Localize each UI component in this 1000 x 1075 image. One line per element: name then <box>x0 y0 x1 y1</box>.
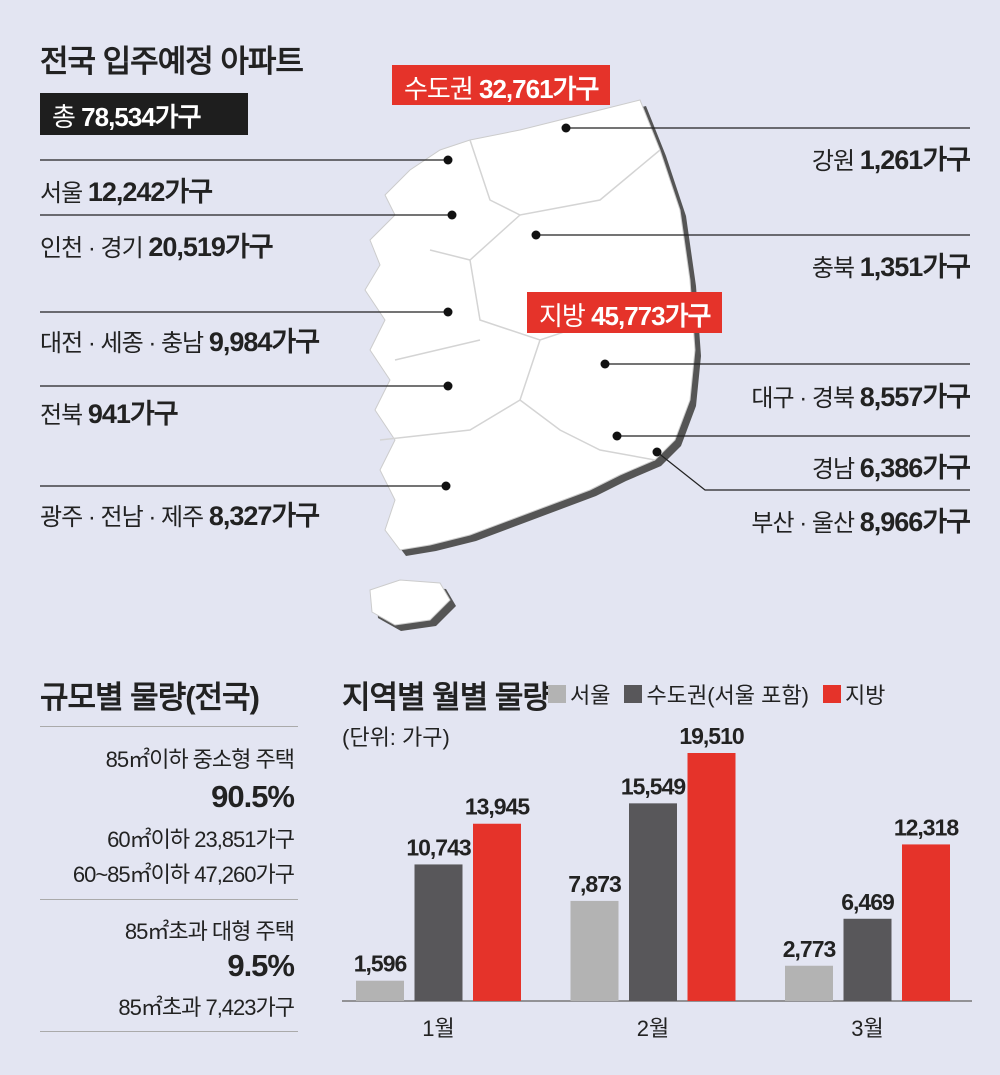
divider <box>40 726 298 727</box>
region-label-gyeongnam: 경남 6,386가구 <box>811 453 971 483</box>
bar <box>843 918 892 1001</box>
legend-label: 서울 <box>570 683 611 708</box>
x-tick-label: 1월 <box>422 1016 454 1041</box>
map-title: 전국 입주예정 아파트 <box>40 44 304 79</box>
data-label: 12,318 <box>894 814 960 840</box>
bar <box>785 965 833 1001</box>
data-label: 10,743 <box>406 834 471 860</box>
large-housing-row: 85㎡초과 7,423가구 <box>118 995 295 1020</box>
data-label: 15,549 <box>621 773 686 799</box>
bar <box>356 980 404 1001</box>
data-label: 1,596 <box>354 951 407 977</box>
legend-label: 수도권(서울 포함) <box>646 683 809 708</box>
large-housing-label: 85㎡초과 대형 주택 <box>124 919 295 944</box>
data-label: 6,469 <box>841 889 894 915</box>
region-label-seoul: 서울 12,242가구 <box>40 177 213 207</box>
chart-title: 지역별 월별 물량 <box>342 680 551 715</box>
legend-label: 지방 <box>844 683 886 708</box>
chart-unit: (단위: 가구) <box>342 725 450 750</box>
bar <box>570 900 619 1001</box>
total-badge: 총 78,534가구 <box>40 93 248 135</box>
legend-swatch-seoul <box>548 685 566 703</box>
data-label: 19,510 <box>679 723 744 749</box>
small-housing-label: 85㎡이하 중소형 주택 <box>105 747 295 772</box>
bar <box>473 823 521 1001</box>
legend-swatch-capital <box>624 685 643 703</box>
x-tick-label: 2월 <box>637 1016 669 1041</box>
large-housing-pct: 9.5% <box>227 948 295 983</box>
region-label-gwangju-jeonnam-jeju: 광주 · 전남 · 제주 8,327가구 <box>40 501 320 531</box>
region-label-chungbuk: 충북 1,351가구 <box>811 252 971 282</box>
data-label: 2,773 <box>783 936 836 962</box>
data-label: 7,873 <box>568 871 621 897</box>
capital-badge: 수도권 32,761가구 <box>392 65 611 105</box>
provinces-badge: 지방 45,773가구 <box>527 292 723 333</box>
bar <box>687 753 736 1001</box>
region-label-busan-ulsan: 부산 · 울산 8,966가구 <box>751 507 971 537</box>
divider <box>40 899 298 900</box>
divider <box>40 1031 298 1032</box>
small-housing-row: 60~85㎡이하 47,260가구 <box>72 862 295 887</box>
region-label-daejeon-sejong-chungnam: 대전 · 세종 · 충남 9,984가구 <box>40 327 320 357</box>
legend-swatch-provinces <box>822 685 841 703</box>
region-label-gangwon: 강원 1,261가구 <box>811 145 971 175</box>
small-housing-row: 60㎡이하 23,851가구 <box>107 827 295 852</box>
seoul-dot <box>443 155 453 165</box>
region-label-jeonbuk: 전북 941가구 <box>40 399 179 429</box>
chart-legend: 서울 수도권(서울 포함) 지방 <box>548 678 885 710</box>
bar <box>629 803 677 1001</box>
bar <box>414 864 463 1001</box>
bar <box>902 844 950 1001</box>
region-label-daegu-gyeongbuk: 대구 · 경북 8,557가구 <box>751 382 971 412</box>
data-label: 13,945 <box>465 794 531 820</box>
size-title: 규모별 물량(전국) <box>40 680 260 715</box>
small-housing-pct: 90.5% <box>211 779 295 814</box>
region-label-incheon-gyeonggi: 인천 · 경기 20,519가구 <box>40 232 274 262</box>
x-tick-label: 3월 <box>851 1016 883 1041</box>
